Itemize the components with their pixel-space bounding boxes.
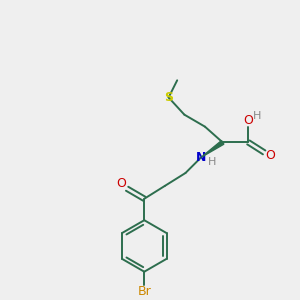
Text: H: H <box>253 111 261 121</box>
Text: N: N <box>196 151 206 164</box>
Text: Br: Br <box>137 285 151 298</box>
Polygon shape <box>201 141 224 157</box>
Text: O: O <box>244 114 254 127</box>
Text: O: O <box>116 177 126 190</box>
Text: S: S <box>164 91 173 104</box>
Text: H: H <box>208 158 216 167</box>
Text: O: O <box>266 149 275 162</box>
